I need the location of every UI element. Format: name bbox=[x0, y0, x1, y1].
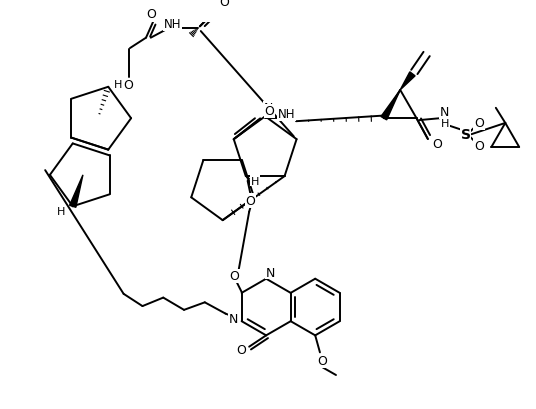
Text: NH: NH bbox=[278, 108, 295, 121]
Text: O: O bbox=[123, 79, 133, 92]
Polygon shape bbox=[400, 73, 415, 91]
Text: O: O bbox=[229, 270, 239, 283]
Text: N: N bbox=[228, 312, 238, 325]
Text: O: O bbox=[317, 355, 327, 367]
Text: O: O bbox=[265, 105, 274, 118]
Text: NH: NH bbox=[163, 18, 181, 31]
Text: O: O bbox=[433, 138, 442, 151]
Text: N: N bbox=[266, 266, 276, 279]
Text: O: O bbox=[146, 8, 155, 20]
Text: O: O bbox=[245, 195, 255, 208]
Text: H: H bbox=[441, 119, 449, 128]
Text: H: H bbox=[251, 176, 259, 187]
Text: H: H bbox=[114, 80, 122, 90]
Text: N: N bbox=[440, 106, 450, 119]
Text: O: O bbox=[474, 140, 484, 153]
Text: O: O bbox=[219, 0, 229, 9]
Polygon shape bbox=[70, 175, 83, 208]
Text: S: S bbox=[460, 128, 471, 142]
Text: N: N bbox=[263, 102, 273, 115]
Polygon shape bbox=[381, 91, 400, 121]
Text: O: O bbox=[474, 117, 484, 130]
Text: H: H bbox=[57, 207, 65, 216]
Text: O: O bbox=[237, 343, 247, 356]
